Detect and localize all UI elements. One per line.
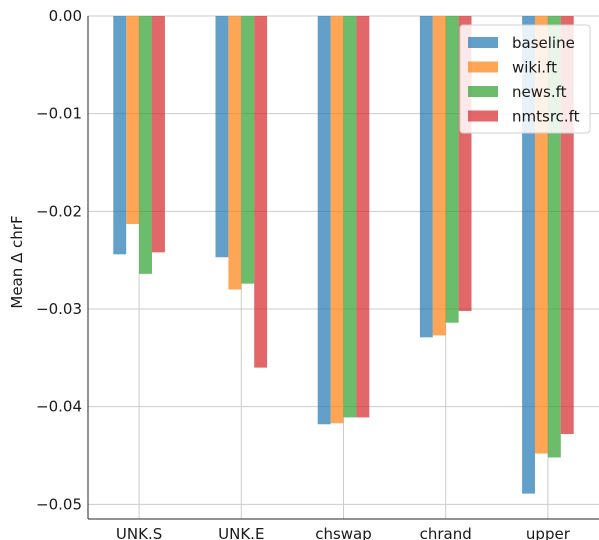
bar <box>356 16 370 418</box>
bar <box>139 16 152 274</box>
x-tick-labels: UNK.S UNK.E chswap chrand upper <box>116 525 571 540</box>
x-tick-label: upper <box>526 525 571 540</box>
y-tick-label: −0.04 <box>36 398 82 416</box>
legend-label: news.ft <box>512 83 567 101</box>
bars <box>113 16 574 494</box>
y-tick-label: −0.03 <box>36 300 82 318</box>
bar <box>419 16 433 338</box>
legend-label: baseline <box>512 34 575 52</box>
legend-label: nmtsrc.ft <box>512 108 580 126</box>
bar <box>254 16 268 368</box>
legend-swatch <box>468 86 498 97</box>
bar <box>241 16 255 284</box>
bar <box>215 16 229 258</box>
bar <box>126 16 140 225</box>
y-tick-labels: 0.00 −0.01 −0.02 −0.03 −0.04 −0.05 <box>36 7 82 513</box>
bar <box>445 16 459 323</box>
bar <box>522 16 535 494</box>
legend-swatch <box>468 110 498 122</box>
legend-label: wiki.ft <box>512 59 557 77</box>
y-tick-label: −0.05 <box>36 495 82 513</box>
axes <box>87 16 599 520</box>
bar <box>343 16 357 418</box>
bar <box>228 16 242 290</box>
legend-box <box>459 24 591 134</box>
legend-swatch <box>468 37 498 48</box>
y-axis-label: Mean Δ chrF <box>8 215 26 308</box>
bar <box>152 16 165 253</box>
y-tick-label: −0.02 <box>36 202 82 220</box>
x-tick-label: chswap <box>315 525 372 540</box>
x-tick-label: UNK.E <box>218 525 264 540</box>
x-tick-label: UNK.S <box>116 525 162 540</box>
bar <box>330 16 344 424</box>
x-tick-label: chrand <box>420 525 472 540</box>
legend-swatch <box>468 61 498 73</box>
bar <box>113 16 127 255</box>
y-tick-label: −0.01 <box>36 105 82 123</box>
bar <box>317 16 331 425</box>
y-tick-label: 0.00 <box>49 7 82 25</box>
bar <box>432 16 446 336</box>
legend: baseline wiki.ft news.ft nmtsrc.ft <box>459 24 591 134</box>
